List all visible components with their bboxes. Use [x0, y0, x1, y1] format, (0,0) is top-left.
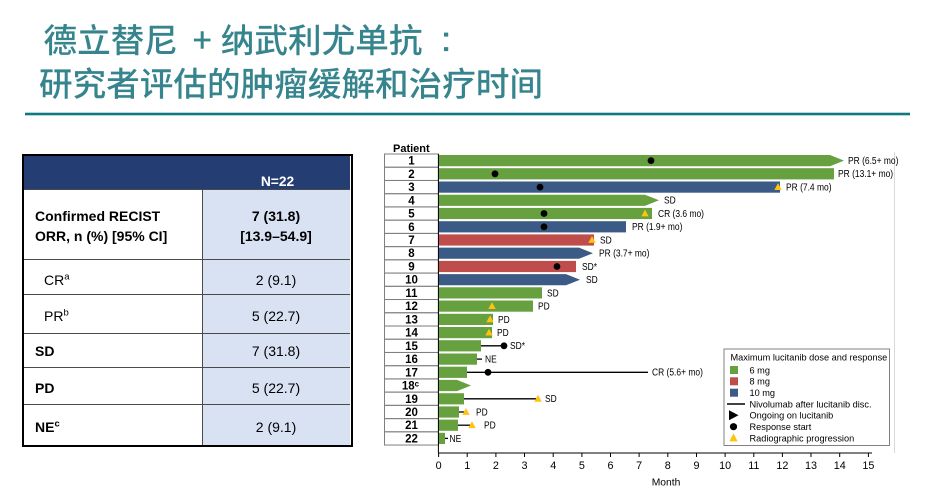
- svg-text:10 mg: 10 mg: [750, 388, 776, 398]
- svg-text:PD: PD: [497, 328, 509, 339]
- svg-text:3: 3: [408, 182, 414, 194]
- svg-text:13: 13: [405, 314, 418, 326]
- svg-text:NE: NE: [485, 355, 497, 366]
- svg-text:7: 7: [636, 460, 642, 472]
- svg-text:5: 5: [579, 460, 585, 472]
- svg-text:0: 0: [436, 460, 442, 472]
- svg-text:15: 15: [862, 460, 874, 472]
- svg-text:13: 13: [805, 460, 817, 472]
- svg-text:Patient: Patient: [393, 143, 430, 155]
- svg-text:18c: 18c: [402, 380, 420, 393]
- svg-text:SD: SD: [586, 275, 598, 286]
- svg-text:Nivolumab after lucitanib disc: Nivolumab after lucitanib disc.: [750, 399, 872, 409]
- svg-text:19: 19: [405, 394, 418, 406]
- svg-text:16: 16: [405, 354, 418, 366]
- svg-text:17: 17: [405, 367, 418, 379]
- svg-text:1: 1: [464, 460, 470, 472]
- svg-text:21: 21: [405, 420, 418, 432]
- svg-text:SD: SD: [547, 288, 559, 299]
- svg-text:22: 22: [405, 433, 418, 445]
- svg-text:Ongoing on lucitanib: Ongoing on lucitanib: [750, 411, 834, 421]
- svg-text:11: 11: [748, 460, 759, 472]
- svg-text:PD: PD: [498, 315, 510, 326]
- svg-text:7: 7: [408, 235, 414, 247]
- svg-text:20: 20: [405, 407, 418, 419]
- svg-text:Response start: Response start: [750, 422, 812, 432]
- svg-text:NE: NE: [450, 434, 462, 445]
- svg-text:8: 8: [408, 248, 415, 260]
- svg-text:6 mg: 6 mg: [750, 365, 770, 375]
- svg-text:CR (3.6 mo): CR (3.6 mo): [658, 209, 704, 220]
- svg-text:4: 4: [408, 195, 415, 207]
- svg-text:5: 5: [408, 209, 415, 221]
- svg-text:Radiographic progression: Radiographic progression: [750, 433, 855, 443]
- svg-text:10: 10: [719, 460, 731, 472]
- svg-text:6: 6: [607, 460, 613, 472]
- svg-text:SD*: SD*: [510, 341, 525, 352]
- svg-text:10: 10: [405, 275, 418, 287]
- svg-text:6: 6: [408, 222, 414, 234]
- svg-text:4: 4: [550, 460, 556, 472]
- svg-text:PR (3.7+ mo): PR (3.7+ mo): [599, 249, 649, 260]
- svg-text:SD: SD: [545, 394, 557, 405]
- svg-text:CR (5.6+ mo): CR (5.6+ mo): [652, 368, 703, 379]
- svg-text:SD: SD: [664, 196, 676, 207]
- svg-text:12: 12: [405, 301, 418, 313]
- svg-text:SD: SD: [600, 235, 612, 246]
- svg-text:9: 9: [408, 262, 414, 274]
- svg-text:8: 8: [665, 460, 671, 472]
- svg-text:8 mg: 8 mg: [750, 377, 770, 387]
- svg-text:2: 2: [408, 169, 414, 181]
- svg-text:Maximum lucitanib dose and res: Maximum lucitanib dose and response: [731, 353, 888, 363]
- svg-text:1: 1: [408, 156, 415, 168]
- svg-text:9: 9: [693, 460, 699, 472]
- svg-text:SD*: SD*: [582, 262, 597, 273]
- svg-text:PR (6.5+ mo): PR (6.5+ mo): [848, 156, 898, 167]
- svg-text:PD: PD: [476, 407, 488, 418]
- svg-text:3: 3: [521, 460, 527, 472]
- svg-text:15: 15: [405, 341, 418, 353]
- svg-text:PD: PD: [484, 421, 496, 432]
- svg-text:2: 2: [493, 460, 499, 472]
- svg-text:PR (1.9+ mo): PR (1.9+ mo): [632, 222, 682, 233]
- svg-text:PR (13.1+ mo): PR (13.1+ mo): [838, 169, 893, 180]
- svg-text:PD: PD: [538, 302, 550, 313]
- svg-text:11: 11: [405, 288, 418, 300]
- svg-text:12: 12: [776, 460, 788, 472]
- svg-text:PR (7.4 mo): PR (7.4 mo): [786, 183, 832, 194]
- svg-text:14: 14: [405, 328, 418, 340]
- svg-text:Month: Month: [652, 478, 681, 489]
- svg-text:14: 14: [834, 460, 846, 472]
